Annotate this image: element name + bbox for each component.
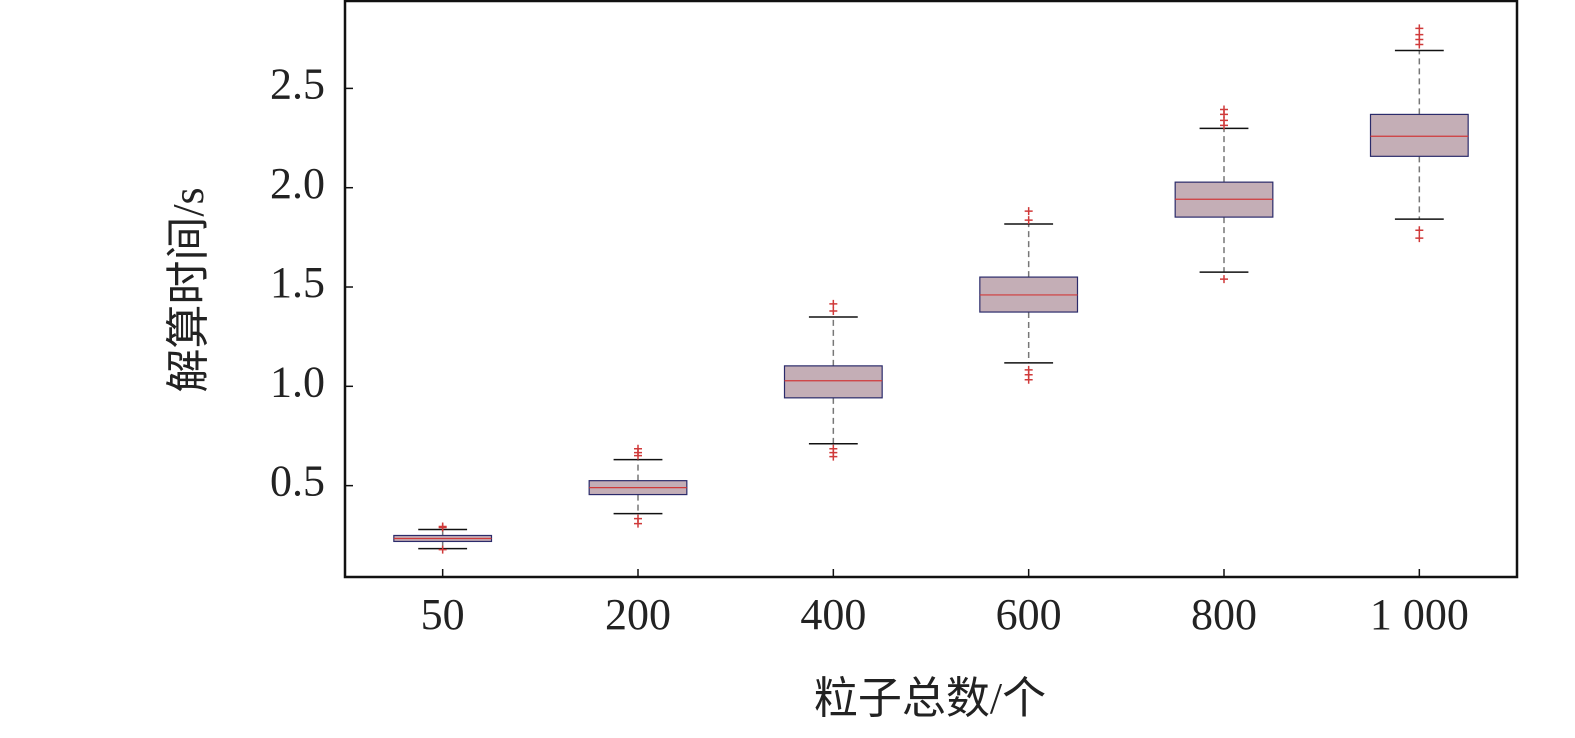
y-tick-label: 2.5 xyxy=(270,59,325,108)
plot-frame xyxy=(343,0,1519,579)
outlier xyxy=(1024,216,1033,225)
x-axis-title: 粒子总数/个 xyxy=(814,674,1046,723)
x-tick-label: 800 xyxy=(1191,590,1257,639)
outlier xyxy=(634,519,642,528)
x-tick-label: 400 xyxy=(800,590,866,639)
outlier xyxy=(438,545,447,554)
y-tick-label: 1.0 xyxy=(270,357,325,406)
outlier xyxy=(1415,40,1424,49)
outlier xyxy=(1024,207,1033,216)
box xyxy=(1369,113,1469,157)
outlier xyxy=(1024,375,1033,384)
y-tick-label: 1.5 xyxy=(270,258,325,307)
outlier xyxy=(634,451,642,460)
outlier xyxy=(829,452,838,461)
y-tick-label: 2.0 xyxy=(270,159,325,208)
box xyxy=(783,365,883,399)
x-tick-label: 600 xyxy=(996,590,1062,639)
x-tick-label: 200 xyxy=(605,590,671,639)
y-tick-label: 0.5 xyxy=(270,457,325,506)
outlier xyxy=(829,299,838,308)
x-tick-label: 50 xyxy=(421,590,465,639)
outlier xyxy=(438,523,447,532)
outlier xyxy=(1220,121,1228,130)
x-tick-label: 1 000 xyxy=(1370,590,1469,639)
outlier xyxy=(1415,234,1424,243)
outlier xyxy=(829,307,838,316)
outlier xyxy=(1220,275,1228,284)
outlier xyxy=(1415,226,1424,235)
y-axis-title: 解算时间/s xyxy=(164,187,213,392)
